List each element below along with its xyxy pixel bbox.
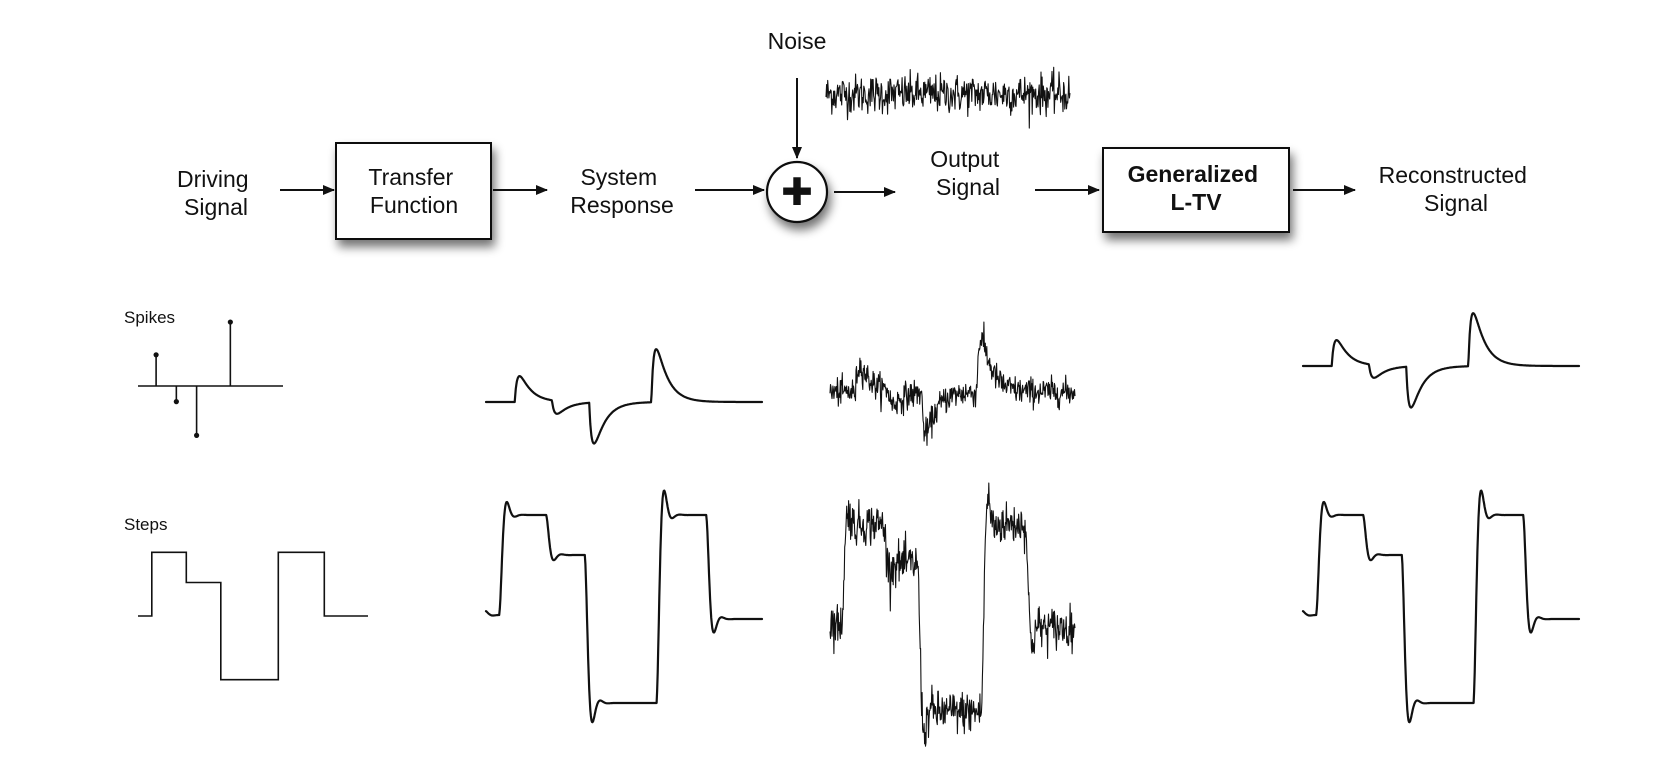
spikes-system-response-waveform [484, 348, 764, 445]
noise-waveform [825, 66, 1071, 129]
noise-label: Noise [768, 28, 827, 54]
spike-tip [227, 319, 233, 325]
steps-reconstructed-signal-waveform [1301, 489, 1581, 724]
spikes-output-signal-waveform [829, 321, 1076, 446]
spikes-row-label: Spikes [124, 308, 175, 327]
reconstructed-signal-label: Reconstructed Signal [1379, 162, 1534, 216]
driving-signal-label: Driving Signal [177, 166, 255, 220]
spike-tip [173, 399, 179, 405]
plus-icon: ✚ [781, 170, 813, 214]
transfer-function-label: Transfer Function [368, 164, 459, 218]
output-signal-label: Output Signal [930, 146, 1005, 200]
spike-tip [153, 352, 159, 358]
steps-driving-signal-plot [138, 551, 368, 681]
generalized-ltv-label: Generalized L-TV [1128, 161, 1265, 215]
system-response-label: System Response [570, 164, 674, 218]
spike-tip [194, 432, 200, 438]
spikes-driving-signal-plot [138, 319, 283, 438]
steps-output-signal-waveform [829, 482, 1076, 747]
steps-system-response-waveform [484, 489, 764, 724]
transfer-function-block [335, 142, 492, 240]
generalized-ltv-block [1102, 147, 1290, 233]
steps-row-label: Steps [124, 515, 167, 534]
adder-node [765, 160, 829, 224]
spikes-reconstructed-signal-waveform [1301, 312, 1581, 409]
